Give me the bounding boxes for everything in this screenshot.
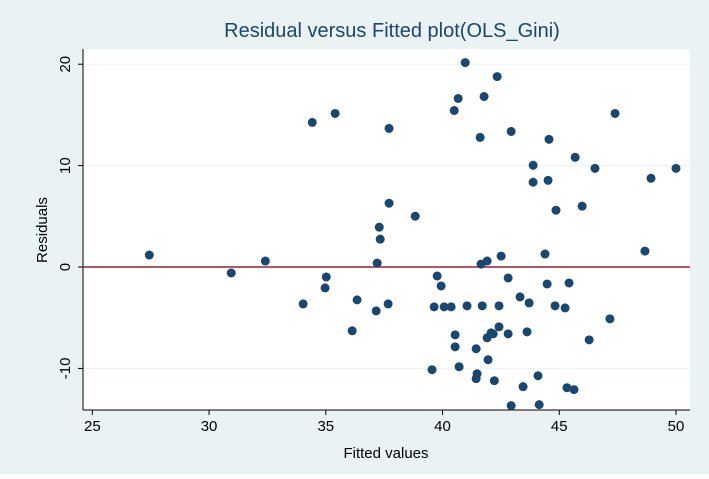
point	[640, 246, 650, 256]
point	[436, 281, 446, 291]
x-tick-label: 50	[668, 418, 685, 435]
point	[496, 251, 506, 261]
point	[522, 327, 532, 337]
point	[472, 369, 482, 379]
point	[352, 295, 362, 305]
point	[454, 362, 464, 372]
point	[462, 301, 472, 311]
point	[610, 108, 620, 118]
chart-title: Residual versus Fitted plot(OLS_Gini)	[224, 20, 560, 42]
point	[432, 271, 442, 281]
point	[450, 342, 460, 352]
point	[492, 72, 502, 82]
point	[518, 382, 528, 392]
point	[584, 335, 594, 345]
point	[540, 249, 550, 259]
y-axis-label: Residuals	[34, 197, 51, 263]
point	[375, 234, 385, 244]
point	[383, 299, 393, 309]
point	[483, 355, 493, 365]
point	[671, 163, 681, 173]
point	[410, 211, 420, 221]
point	[560, 303, 570, 313]
point	[372, 258, 382, 268]
point	[144, 250, 154, 260]
point	[605, 314, 615, 324]
point	[320, 283, 330, 293]
point	[384, 198, 394, 208]
point	[479, 92, 489, 102]
point	[384, 123, 394, 133]
x-tick-label: 40	[434, 418, 451, 435]
point	[494, 301, 504, 311]
point	[450, 330, 460, 340]
plot-area	[83, 49, 690, 410]
point	[543, 175, 553, 185]
point	[477, 301, 487, 311]
point	[488, 329, 498, 339]
point	[544, 134, 554, 144]
point	[528, 177, 538, 187]
point	[439, 302, 449, 312]
point	[453, 93, 463, 103]
point	[551, 205, 561, 215]
point	[298, 299, 308, 309]
point	[564, 278, 574, 288]
point	[646, 173, 656, 183]
point	[550, 301, 560, 311]
x-axis-label: Fitted values	[343, 445, 428, 462]
point	[475, 132, 485, 142]
x-tick-label: 25	[84, 418, 101, 435]
point	[570, 152, 580, 162]
point	[471, 344, 481, 354]
point	[307, 117, 317, 127]
point	[330, 108, 340, 118]
point	[489, 376, 499, 386]
point	[542, 279, 552, 289]
y-tick-label: 10	[57, 157, 74, 174]
point	[494, 322, 504, 332]
point	[590, 163, 600, 173]
point	[569, 385, 579, 395]
point	[533, 371, 543, 381]
point	[515, 292, 525, 302]
point	[577, 201, 587, 211]
y-tick-label: 20	[57, 56, 74, 73]
point	[260, 256, 270, 266]
x-tick-label: 30	[201, 418, 218, 435]
point	[226, 268, 236, 278]
point	[347, 326, 357, 336]
point	[528, 160, 538, 170]
point	[482, 256, 492, 266]
point	[321, 272, 331, 282]
point	[503, 329, 513, 339]
point	[371, 306, 381, 316]
point	[524, 298, 534, 308]
point	[506, 126, 516, 136]
point	[449, 105, 459, 115]
point	[562, 383, 572, 393]
point	[446, 302, 456, 312]
x-tick-label: 45	[551, 418, 568, 435]
point	[534, 400, 544, 410]
y-tick-label: 0	[57, 263, 74, 271]
point	[374, 222, 384, 232]
point	[503, 273, 513, 283]
y-tick-label: -10	[57, 358, 74, 380]
point	[460, 58, 470, 68]
x-tick-label: 35	[317, 418, 334, 435]
point	[429, 302, 439, 312]
point	[506, 401, 516, 411]
point	[427, 365, 437, 375]
